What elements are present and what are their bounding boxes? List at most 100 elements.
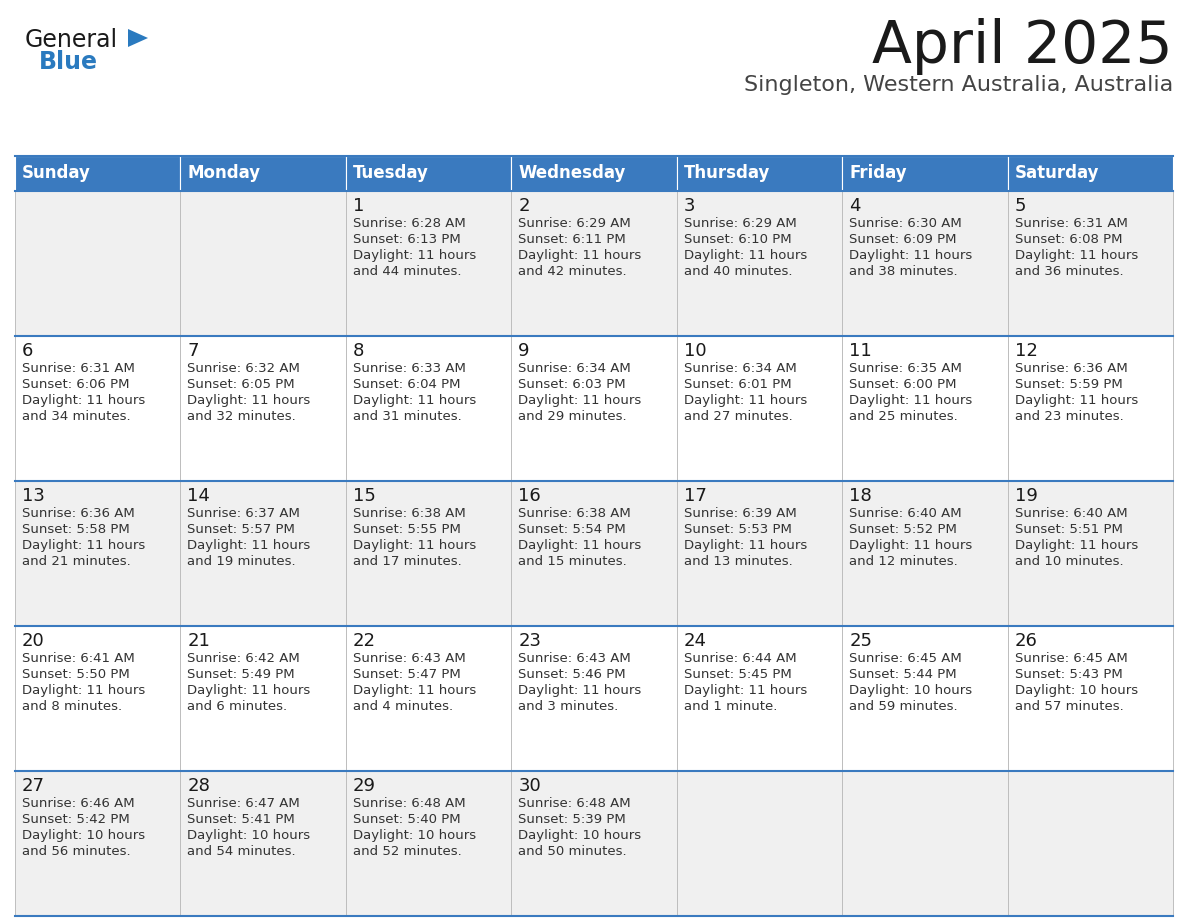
Text: General: General <box>25 28 118 52</box>
Text: 1: 1 <box>353 197 365 215</box>
Bar <box>346 481 511 626</box>
Text: and 6 minutes.: and 6 minutes. <box>188 700 287 713</box>
Text: Sunset: 6:01 PM: Sunset: 6:01 PM <box>684 378 791 391</box>
Text: Sunrise: 6:41 AM: Sunrise: 6:41 AM <box>23 652 134 665</box>
Bar <box>677 771 842 916</box>
Text: Daylight: 11 hours: Daylight: 11 hours <box>23 684 145 697</box>
Polygon shape <box>128 29 148 47</box>
Text: Sunset: 6:06 PM: Sunset: 6:06 PM <box>23 378 129 391</box>
Bar <box>842 626 1007 771</box>
Text: Sunset: 5:46 PM: Sunset: 5:46 PM <box>518 668 626 681</box>
Text: Daylight: 11 hours: Daylight: 11 hours <box>684 539 807 552</box>
Bar <box>677 156 842 191</box>
Text: and 3 minutes.: and 3 minutes. <box>518 700 619 713</box>
Text: Daylight: 11 hours: Daylight: 11 hours <box>684 249 807 262</box>
Text: 30: 30 <box>518 777 541 795</box>
Bar <box>15 156 181 191</box>
Text: and 32 minutes.: and 32 minutes. <box>188 410 296 423</box>
Bar <box>346 771 511 916</box>
Bar <box>1007 771 1173 916</box>
Bar <box>15 336 181 481</box>
Text: Sunrise: 6:40 AM: Sunrise: 6:40 AM <box>1015 507 1127 520</box>
Bar <box>842 336 1007 481</box>
Text: and 40 minutes.: and 40 minutes. <box>684 265 792 278</box>
Text: Daylight: 11 hours: Daylight: 11 hours <box>188 394 311 407</box>
Text: 3: 3 <box>684 197 695 215</box>
Text: Sunset: 5:44 PM: Sunset: 5:44 PM <box>849 668 956 681</box>
Text: and 59 minutes.: and 59 minutes. <box>849 700 958 713</box>
Bar <box>842 481 1007 626</box>
Text: Sunrise: 6:30 AM: Sunrise: 6:30 AM <box>849 217 962 230</box>
Text: Sunrise: 6:40 AM: Sunrise: 6:40 AM <box>849 507 962 520</box>
Text: Sunset: 5:54 PM: Sunset: 5:54 PM <box>518 523 626 536</box>
Text: and 21 minutes.: and 21 minutes. <box>23 555 131 568</box>
Text: Monday: Monday <box>188 164 260 183</box>
Text: and 38 minutes.: and 38 minutes. <box>849 265 958 278</box>
Text: 9: 9 <box>518 342 530 360</box>
Text: Daylight: 11 hours: Daylight: 11 hours <box>23 539 145 552</box>
Bar <box>677 336 842 481</box>
Text: and 13 minutes.: and 13 minutes. <box>684 555 792 568</box>
Text: Sunrise: 6:32 AM: Sunrise: 6:32 AM <box>188 362 301 375</box>
Text: Daylight: 11 hours: Daylight: 11 hours <box>518 249 642 262</box>
Text: Daylight: 11 hours: Daylight: 11 hours <box>849 249 973 262</box>
Text: Sunrise: 6:36 AM: Sunrise: 6:36 AM <box>1015 362 1127 375</box>
Text: Sunrise: 6:29 AM: Sunrise: 6:29 AM <box>518 217 631 230</box>
Text: Daylight: 11 hours: Daylight: 11 hours <box>1015 249 1138 262</box>
Bar <box>181 626 346 771</box>
Text: 21: 21 <box>188 632 210 650</box>
Text: Sunrise: 6:29 AM: Sunrise: 6:29 AM <box>684 217 796 230</box>
Bar <box>346 191 511 336</box>
Bar <box>511 626 677 771</box>
Text: and 50 minutes.: and 50 minutes. <box>518 845 627 858</box>
Bar <box>511 336 677 481</box>
Text: and 27 minutes.: and 27 minutes. <box>684 410 792 423</box>
Text: Friday: Friday <box>849 164 906 183</box>
Text: 14: 14 <box>188 487 210 505</box>
Text: and 44 minutes.: and 44 minutes. <box>353 265 461 278</box>
Text: 8: 8 <box>353 342 365 360</box>
Text: and 54 minutes.: and 54 minutes. <box>188 845 296 858</box>
Text: Daylight: 11 hours: Daylight: 11 hours <box>518 539 642 552</box>
Text: 11: 11 <box>849 342 872 360</box>
Text: and 42 minutes.: and 42 minutes. <box>518 265 627 278</box>
Text: Sunrise: 6:39 AM: Sunrise: 6:39 AM <box>684 507 796 520</box>
Text: Sunset: 5:49 PM: Sunset: 5:49 PM <box>188 668 295 681</box>
Text: Sunrise: 6:48 AM: Sunrise: 6:48 AM <box>353 797 466 810</box>
Bar <box>842 191 1007 336</box>
Bar <box>15 626 181 771</box>
Bar <box>1007 191 1173 336</box>
Text: Sunset: 5:52 PM: Sunset: 5:52 PM <box>849 523 958 536</box>
Text: and 1 minute.: and 1 minute. <box>684 700 777 713</box>
Bar <box>181 481 346 626</box>
Bar <box>511 156 677 191</box>
Text: Sunset: 5:55 PM: Sunset: 5:55 PM <box>353 523 461 536</box>
Text: Sunrise: 6:42 AM: Sunrise: 6:42 AM <box>188 652 301 665</box>
Text: Sunset: 6:13 PM: Sunset: 6:13 PM <box>353 233 461 246</box>
Text: 13: 13 <box>23 487 45 505</box>
Text: and 19 minutes.: and 19 minutes. <box>188 555 296 568</box>
Text: 4: 4 <box>849 197 860 215</box>
Text: Daylight: 11 hours: Daylight: 11 hours <box>849 394 973 407</box>
Text: Sunset: 5:43 PM: Sunset: 5:43 PM <box>1015 668 1123 681</box>
Text: Sunset: 5:41 PM: Sunset: 5:41 PM <box>188 813 295 826</box>
Text: Daylight: 10 hours: Daylight: 10 hours <box>353 829 476 842</box>
Text: Sunset: 5:40 PM: Sunset: 5:40 PM <box>353 813 461 826</box>
Text: and 8 minutes.: and 8 minutes. <box>23 700 122 713</box>
Text: Sunset: 5:59 PM: Sunset: 5:59 PM <box>1015 378 1123 391</box>
Text: 23: 23 <box>518 632 542 650</box>
Text: Sunrise: 6:35 AM: Sunrise: 6:35 AM <box>849 362 962 375</box>
Text: Sunrise: 6:48 AM: Sunrise: 6:48 AM <box>518 797 631 810</box>
Text: and 31 minutes.: and 31 minutes. <box>353 410 462 423</box>
Text: Sunrise: 6:44 AM: Sunrise: 6:44 AM <box>684 652 796 665</box>
Text: Sunset: 6:03 PM: Sunset: 6:03 PM <box>518 378 626 391</box>
Bar <box>15 481 181 626</box>
Text: Daylight: 11 hours: Daylight: 11 hours <box>23 394 145 407</box>
Text: Daylight: 11 hours: Daylight: 11 hours <box>353 394 476 407</box>
Text: Daylight: 11 hours: Daylight: 11 hours <box>188 684 311 697</box>
Text: Sunrise: 6:33 AM: Sunrise: 6:33 AM <box>353 362 466 375</box>
Text: Sunset: 5:39 PM: Sunset: 5:39 PM <box>518 813 626 826</box>
Text: Daylight: 11 hours: Daylight: 11 hours <box>1015 394 1138 407</box>
Text: Sunset: 5:42 PM: Sunset: 5:42 PM <box>23 813 129 826</box>
Text: and 10 minutes.: and 10 minutes. <box>1015 555 1123 568</box>
